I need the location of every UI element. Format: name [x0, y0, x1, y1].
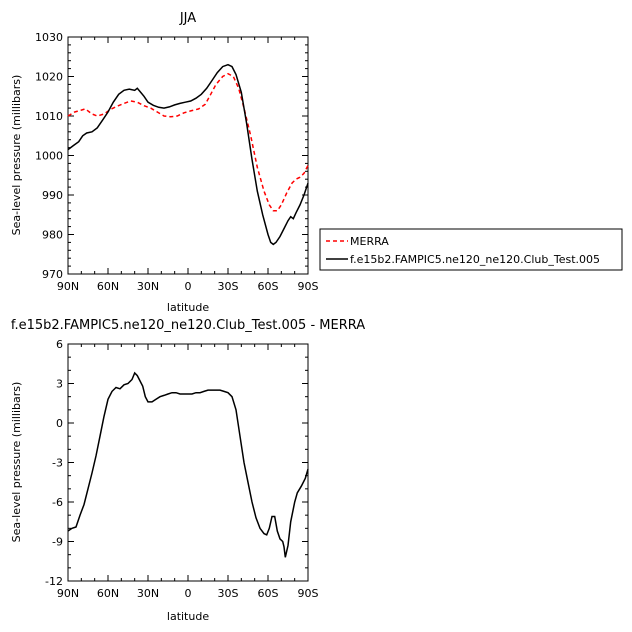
bottom-y-tick-label: -3: [52, 457, 63, 470]
top-x-tick-label: 60S: [258, 280, 279, 293]
bottom-x-tick-label: 30S: [218, 587, 239, 600]
bottom-chart-title: f.e15b2.FAMPIC5.ne120_ne120.Club_Test.00…: [11, 318, 365, 333]
top-y-tick-label: 990: [42, 189, 63, 202]
bottom-x-tick-label: 90N: [57, 587, 79, 600]
top-y-tick-label: 970: [42, 268, 63, 281]
bottom-ticks: 90N 60N 30N 0 30S 60S 90S -12 -9 -6 -3 0 3 6: [45, 338, 318, 600]
top-y-tick-label: 1000: [35, 150, 63, 163]
top-plot-frame: [67, 36, 309, 275]
bottom-x-tick-label: 30N: [137, 587, 159, 600]
bottom-panel: f.e15b2.FAMPIC5.ne120_ne120.Club_Test.00…: [10, 318, 365, 623]
top-x-tick-label: 30N: [137, 280, 159, 293]
top-x-tick-label: 90S: [298, 280, 319, 293]
bottom-y-tick-label: -12: [45, 575, 63, 588]
bottom-series-line-0: [67, 371, 309, 558]
bottom-x-axis-label: latitude: [167, 610, 209, 623]
bottom-y-tick-label: -6: [52, 496, 63, 509]
top-x-tick-label: 60N: [97, 280, 119, 293]
top-y-tick-label: 980: [42, 229, 63, 242]
top-x-tick-label: 0: [185, 280, 192, 293]
top-panel: JJA 90N 60N 30N 0 30S 60S 90S 970 980 990 1000 1010…: [10, 11, 319, 314]
legend-label-model: f.e15b2.FAMPIC5.ne120_ne120.Club_Test.00…: [350, 253, 600, 266]
bottom-y-tick-label: 0: [56, 417, 63, 430]
legend: MERRA f.e15b2.FAMPIC5.ne120_ne120.Club_T…: [319, 228, 623, 271]
top-y-tick-label: 1010: [35, 110, 63, 123]
top-y-tick-label: 1030: [35, 31, 63, 44]
bottom-plot-frame: [67, 343, 309, 582]
bottom-y-tick-label: 3: [56, 378, 63, 391]
bottom-y-axis-label: Sea-level pressure (millibars): [10, 382, 23, 543]
top-series-line-0: [67, 72, 309, 212]
top-x-tick-label: 30S: [218, 280, 239, 293]
bottom-series-group: [67, 371, 309, 558]
top-y-axis-label: Sea-level pressure (millibars): [10, 75, 23, 236]
bottom-x-tick-label: 60N: [97, 587, 119, 600]
top-chart-title: JJA: [179, 11, 196, 26]
top-series-line-1: [67, 63, 309, 246]
bottom-y-tick-label: -9: [52, 536, 63, 549]
legend-box: [319, 228, 623, 271]
top-ticks: 90N 60N 30N 0 30S 60S 90S 970 980 990 1000 1010 1020…: [35, 31, 319, 293]
top-series-group: [67, 63, 309, 246]
bottom-x-tick-label: 0: [185, 587, 192, 600]
legend-label-merra: MERRA: [350, 235, 389, 248]
bottom-x-tick-label: 60S: [258, 587, 279, 600]
bottom-x-tick-label: 90S: [298, 587, 319, 600]
top-x-axis-label: latitude: [167, 301, 209, 314]
bottom-y-tick-label: 6: [56, 338, 63, 351]
top-x-tick-label: 90N: [57, 280, 79, 293]
top-y-tick-label: 1020: [35, 71, 63, 84]
